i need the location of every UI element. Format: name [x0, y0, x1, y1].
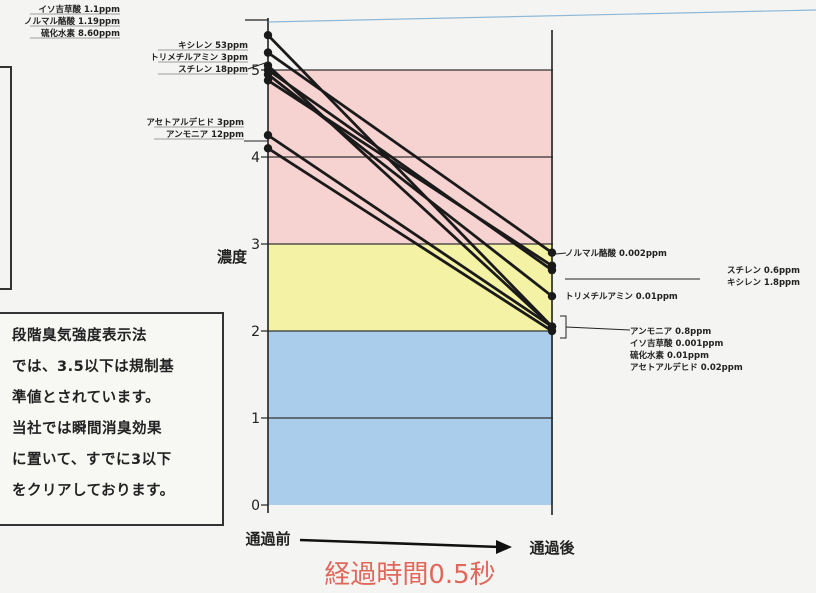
- right-label: トリメチルアミン 0.01ppm: [565, 292, 678, 302]
- point-after-トリメチルアミン: [547, 292, 557, 301]
- series-line-キシレン: [267, 68, 553, 272]
- y-tick-4: 4: [251, 150, 260, 166]
- y-tick-labels: 0 1 2 3 4 5: [251, 63, 268, 514]
- note-line: 当社では瞬間消臭効果: [12, 421, 162, 437]
- series-line-スチレン: [267, 79, 553, 267]
- point-before-ノルマル酪酸: [263, 48, 273, 57]
- point-before-スチレン: [263, 76, 273, 85]
- left-leader: [247, 61, 269, 70]
- point-after-アンモニア: [547, 326, 557, 336]
- gridlines: [268, 69, 553, 419]
- point-before-イソ吉草酸: [263, 31, 273, 40]
- right-label: ノルマル酪酸 0.002ppm: [565, 248, 667, 259]
- left-label: ノルマル酪酸 1.19ppm: [24, 16, 120, 27]
- x-axis: 通過前通過後: [245, 530, 575, 557]
- y-tick-0: 0: [251, 498, 260, 514]
- left-label: アンモニア 12ppm: [166, 130, 244, 140]
- point-before-アンモニア: [263, 144, 273, 153]
- left-label: キシレン 53ppm: [178, 41, 248, 51]
- right-label: スチレン 0.6ppm: [727, 266, 800, 276]
- right-label: アンモニア 0.8ppm: [630, 327, 711, 337]
- series-line-硫化水素: [267, 64, 553, 328]
- right-bracket: [560, 315, 567, 339]
- x-category-after: 通過後: [529, 539, 575, 557]
- right-label: キシレン 1.8ppm: [727, 278, 800, 288]
- note-box: 段階臭気強度表示法 では、3.5以下は規制基 準値とされています。 当社では瞬間…: [0, 312, 224, 526]
- point-after-ノルマル酪酸: [547, 248, 557, 257]
- series-line-アンモニア: [267, 147, 553, 333]
- y-tick-5: 5: [251, 63, 260, 79]
- note-line: 準値とされています。: [12, 390, 161, 406]
- series-points: [263, 31, 557, 336]
- note-line: に置いて、すでに3以下: [12, 452, 172, 468]
- point-before-アセトアルデヒド: [263, 131, 273, 140]
- time-arrow-head: [496, 540, 512, 554]
- time-arrow-shaft: [299, 538, 501, 549]
- note-line: 段階臭気強度表示法: [12, 328, 147, 344]
- series-line-アセトアルデヒド: [267, 134, 553, 328]
- left-label: イソ吉草酸 1.1ppm: [38, 4, 120, 15]
- left-label: スチレン 18ppm: [178, 65, 248, 75]
- y-tick-2: 2: [251, 324, 260, 340]
- series-line-イソ吉草酸: [266, 34, 554, 328]
- left-label: アセトアルデヒド 3ppm: [146, 117, 244, 128]
- series-line-ノルマル酪酸: [267, 51, 553, 254]
- series-lines: [266, 34, 554, 333]
- right-leader: [565, 326, 631, 331]
- note-line: をクリアしております。: [12, 483, 175, 499]
- point-before-トリメチルアミン: [263, 70, 273, 79]
- y-axis-label: 濃度: [217, 248, 248, 266]
- left-label: トリメチルアミン 3ppm: [150, 53, 248, 63]
- right-point-labels: ノルマル酪酸 0.002ppm スチレン 0.6ppm キシレン 1.8ppm トリメ…: [555, 248, 800, 373]
- right-leader: [555, 252, 567, 255]
- y-tick-3: 3: [251, 237, 260, 253]
- right-label: 硫化水素 0.01ppm: [630, 350, 709, 361]
- point-after-スチレン: [547, 261, 557, 270]
- left-frame-box: [0, 66, 12, 290]
- elapsed-time-caption: 経過時間0.5秒: [324, 560, 495, 590]
- top-border-line: [267, 9, 816, 23]
- note-line: では、3.5以下は規制基: [12, 359, 175, 375]
- y-tick-1: 1: [251, 411, 260, 427]
- x-category-before: 通過前: [245, 530, 290, 548]
- left-label: 硫化水素 8.60ppm: [41, 28, 120, 39]
- right-label: イソ吉草酸 0.001ppm: [630, 338, 724, 349]
- right-label: アセトアルデヒド 0.02ppm: [630, 362, 743, 373]
